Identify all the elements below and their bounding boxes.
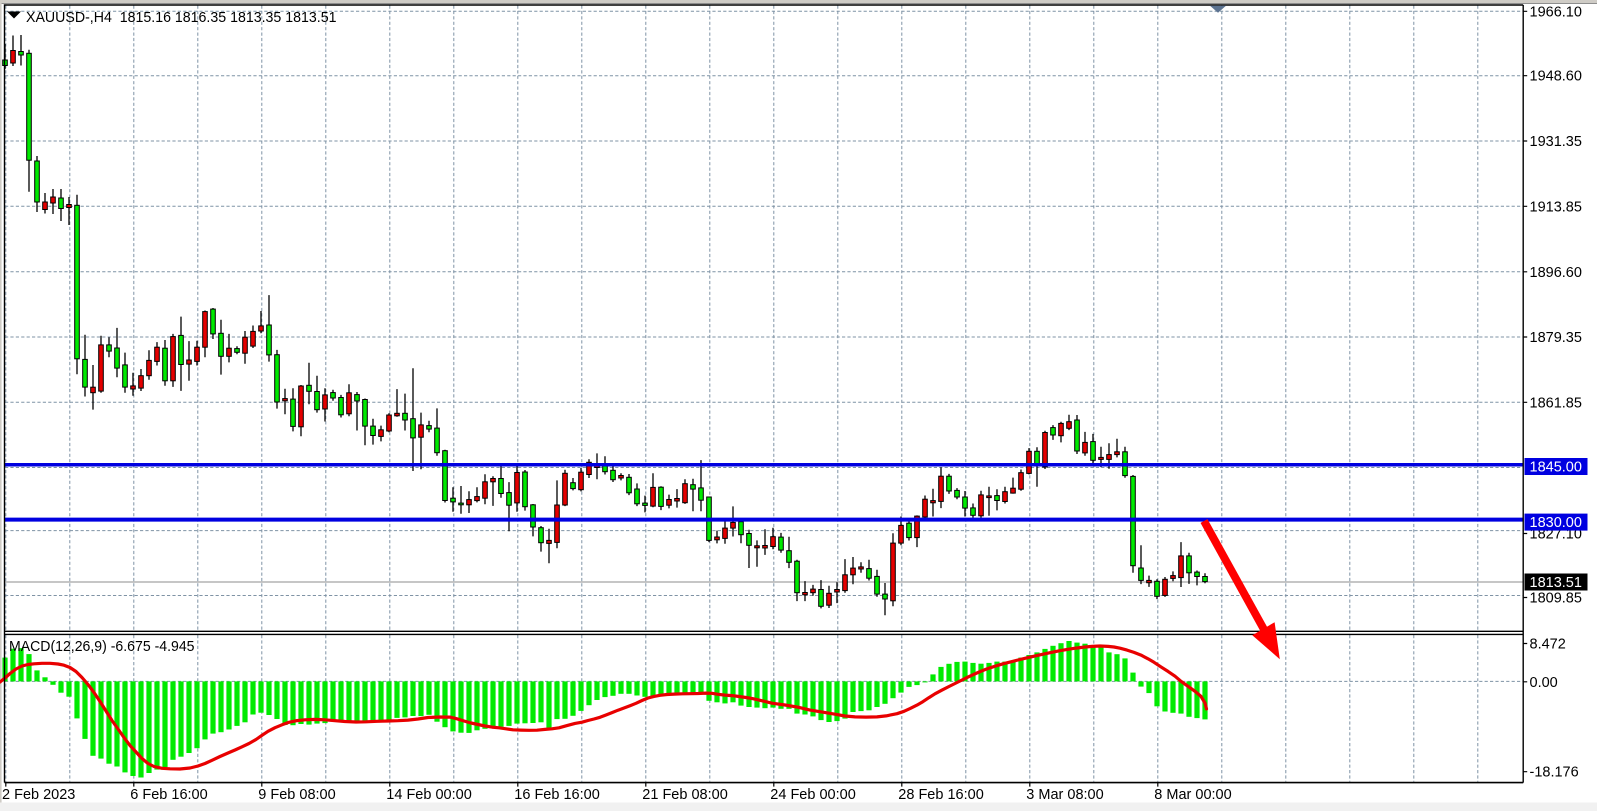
svg-text:1913.85: 1913.85 — [1530, 199, 1582, 215]
svg-text:-18.176: -18.176 — [1530, 765, 1579, 781]
svg-text:21 Feb 08:00: 21 Feb 08:00 — [642, 787, 727, 803]
svg-text:8.472: 8.472 — [1530, 637, 1566, 653]
svg-text:14 Feb 00:00: 14 Feb 00:00 — [386, 787, 471, 803]
svg-text:0.00: 0.00 — [1530, 675, 1558, 691]
svg-text:16 Feb 16:00: 16 Feb 16:00 — [514, 787, 599, 803]
svg-text:1966.10: 1966.10 — [1530, 4, 1582, 20]
svg-text:1879.35: 1879.35 — [1530, 330, 1582, 346]
svg-text:8 Mar 00:00: 8 Mar 00:00 — [1154, 787, 1231, 803]
svg-text:XAUUSD-,H4 1815.16 1816.35 18: XAUUSD-,H4 1815.16 1816.35 1813.35 1813.… — [26, 9, 337, 26]
svg-text:3 Mar 08:00: 3 Mar 08:00 — [1026, 787, 1103, 803]
svg-text:24 Feb 00:00: 24 Feb 00:00 — [770, 787, 855, 803]
svg-text:1861.85: 1861.85 — [1530, 395, 1582, 411]
svg-text:1948.60: 1948.60 — [1530, 69, 1582, 85]
svg-text:1845.00: 1845.00 — [1530, 460, 1582, 476]
svg-text:1809.85: 1809.85 — [1530, 591, 1582, 607]
svg-text:2 Feb 2023: 2 Feb 2023 — [2, 787, 75, 803]
svg-text:1813.51: 1813.51 — [1530, 575, 1582, 591]
svg-text:1896.60: 1896.60 — [1530, 265, 1582, 281]
svg-text:MACD(12,26,9) -6.675 -4.945: MACD(12,26,9) -6.675 -4.945 — [9, 638, 195, 655]
svg-text:1830.00: 1830.00 — [1530, 515, 1582, 531]
svg-text:9 Feb 08:00: 9 Feb 08:00 — [258, 787, 335, 803]
svg-text:6 Feb 16:00: 6 Feb 16:00 — [130, 787, 207, 803]
svg-text:1931.35: 1931.35 — [1530, 134, 1582, 150]
svg-text:28 Feb 16:00: 28 Feb 16:00 — [898, 787, 983, 803]
